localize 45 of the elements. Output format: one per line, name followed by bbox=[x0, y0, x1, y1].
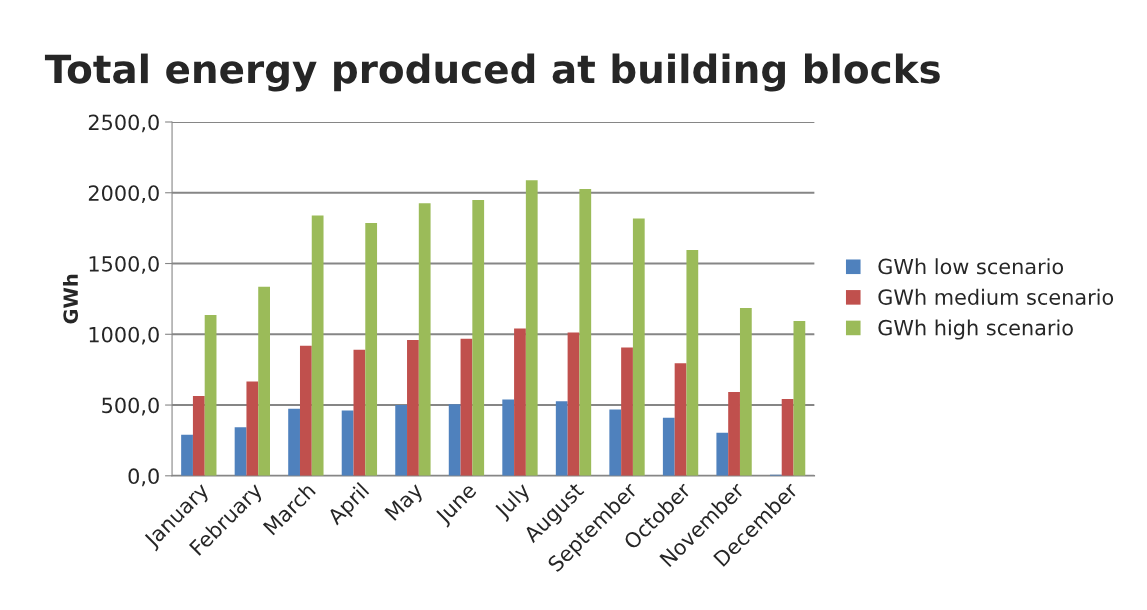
bar bbox=[192, 395, 205, 476]
bar bbox=[460, 338, 473, 476]
bar bbox=[579, 189, 592, 476]
bar bbox=[299, 345, 312, 476]
bar bbox=[448, 404, 461, 476]
bar bbox=[258, 286, 270, 476]
legend-label: GWh high scenario bbox=[878, 319, 1073, 340]
bar bbox=[311, 215, 324, 476]
bar bbox=[674, 363, 687, 476]
bar bbox=[418, 203, 431, 476]
legend-label: GWh low scenario bbox=[878, 258, 1064, 275]
bar bbox=[472, 200, 485, 476]
bar bbox=[739, 307, 752, 476]
bar bbox=[502, 399, 515, 476]
bar bbox=[365, 223, 378, 476]
bar bbox=[662, 417, 675, 476]
bar bbox=[793, 321, 806, 476]
bar bbox=[234, 427, 247, 476]
y-tick-label: 500,0 bbox=[102, 397, 159, 416]
bar bbox=[341, 410, 354, 476]
bar bbox=[525, 180, 538, 476]
y-axis-title: GWh bbox=[62, 274, 79, 324]
y-tick-label: 2000,0 bbox=[88, 185, 159, 204]
bar bbox=[246, 381, 259, 476]
y-tick-label: 1000,0 bbox=[89, 326, 159, 345]
bar bbox=[288, 408, 300, 476]
chart-title: Total energy produced at building blocks bbox=[44, 53, 940, 92]
legend-label: GWh medium scenario bbox=[878, 288, 1114, 305]
bar bbox=[395, 405, 408, 476]
y-tick-label: 1500,0 bbox=[89, 255, 159, 274]
bar bbox=[686, 250, 699, 476]
bar bbox=[353, 349, 366, 476]
bar bbox=[567, 332, 580, 476]
bar bbox=[609, 409, 622, 476]
bar bbox=[181, 434, 193, 476]
y-tick-label: 2500,0 bbox=[88, 114, 159, 133]
bar bbox=[716, 432, 729, 476]
bar bbox=[514, 328, 526, 476]
bar bbox=[555, 401, 568, 476]
bar bbox=[204, 315, 217, 476]
bar bbox=[621, 347, 633, 476]
bar bbox=[632, 218, 645, 476]
bar bbox=[407, 339, 419, 476]
bar bbox=[728, 391, 740, 476]
bar bbox=[781, 398, 794, 476]
